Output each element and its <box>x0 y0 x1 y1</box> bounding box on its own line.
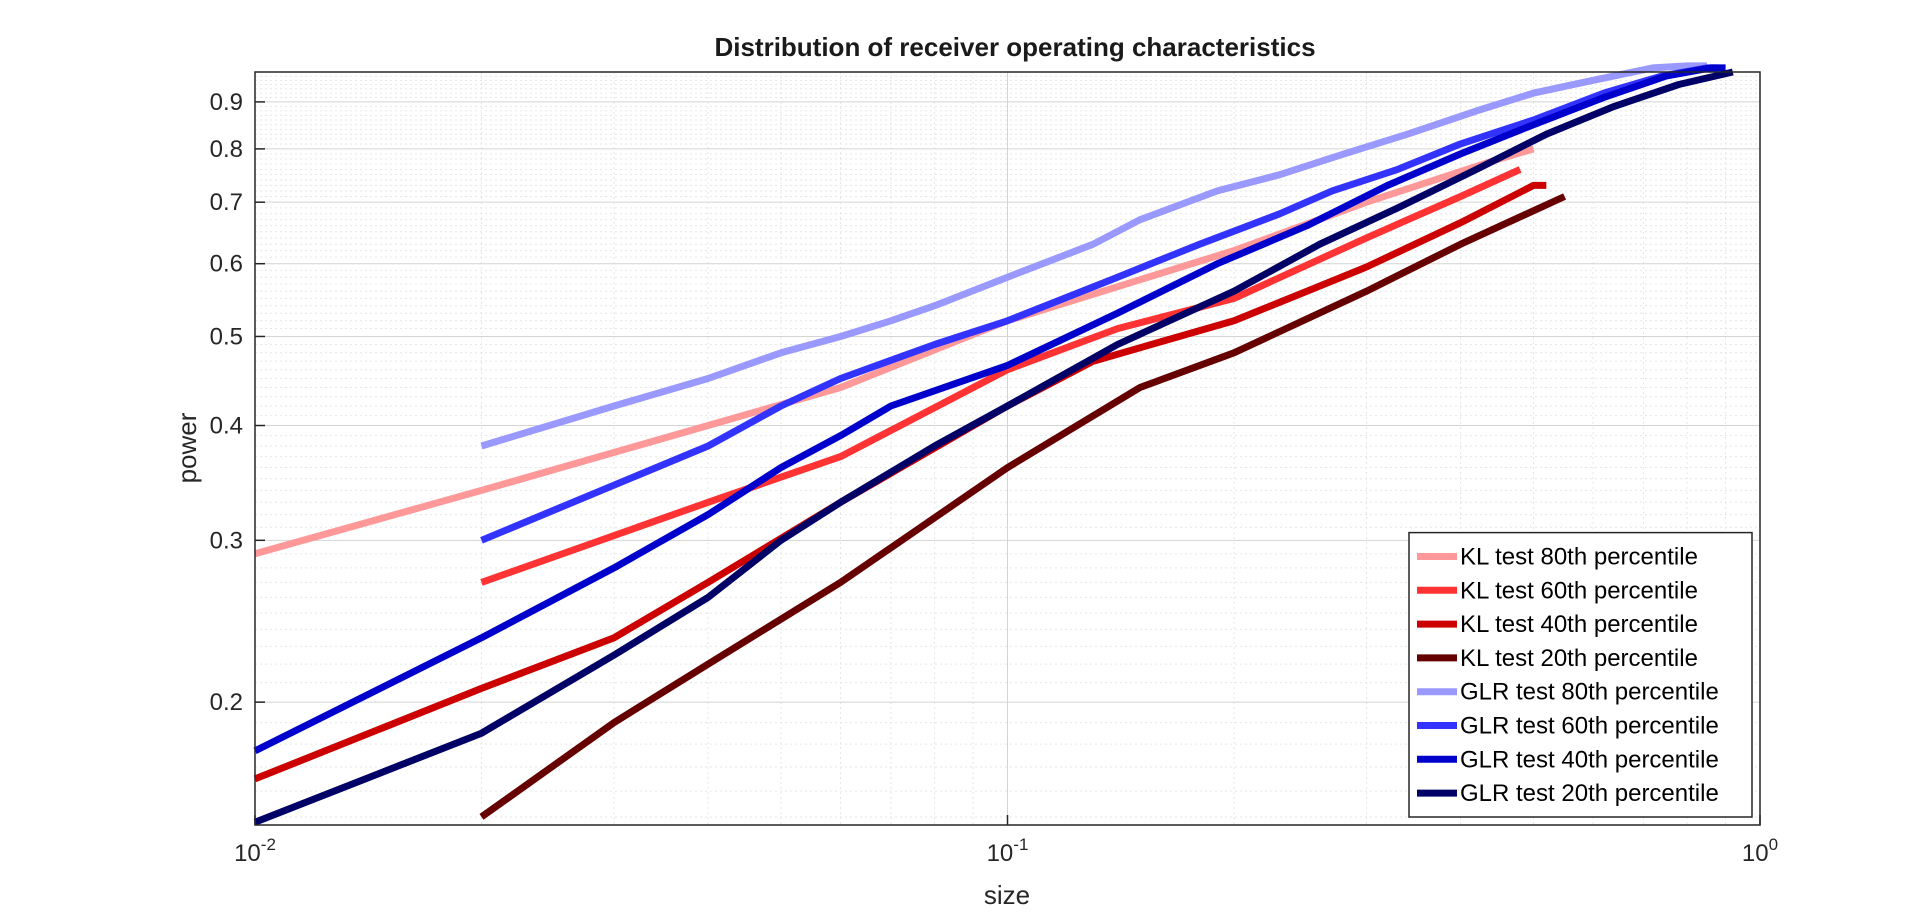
series-line-5 <box>480 62 1707 450</box>
legend-box <box>1408 531 1753 818</box>
x-axis-label: size <box>984 880 1030 910</box>
legend: KL test 80th percentile KL test 60th perc… <box>1408 531 1753 818</box>
grid <box>254 71 1760 825</box>
series-line-7 <box>253 64 1726 755</box>
axis-ticks: 10-2 10-1 100 0.2 0.3 0.4 0.5 0.6 0.7 0.8 0.9 <box>210 89 1778 867</box>
legend-label: GLR test 40th percentile <box>1460 746 1719 773</box>
y-tick-label: 0.2 <box>210 689 243 716</box>
legend-label: KL test 80th percentile <box>1460 544 1698 571</box>
y-tick-label: 0.3 <box>210 527 243 554</box>
y-tick-label: 0.4 <box>210 413 243 440</box>
x-tick-label: 100 <box>1742 835 1778 867</box>
legend-label: GLR test 80th percentile <box>1460 679 1719 706</box>
series-line-4 <box>479 193 1567 820</box>
chart-title: Distribution of receiver operating chara… <box>714 32 1315 62</box>
y-tick-label: 0.6 <box>210 251 243 278</box>
y-tick-label: 0.7 <box>210 189 243 216</box>
legend-label: KL test 20th percentile <box>1460 645 1698 672</box>
series-line-8 <box>253 68 1734 826</box>
y-tick-label: 0.5 <box>210 323 243 350</box>
x-tick-label: 10-2 <box>234 835 276 867</box>
legend-label: GLR test 20th percentile <box>1460 780 1719 807</box>
x-tick-label: 10-1 <box>987 835 1029 867</box>
series-lines <box>253 62 1734 826</box>
legend-label: KL test 60th percentile <box>1460 577 1698 604</box>
y-axis-label: power <box>172 412 202 483</box>
y-tick-label: 0.9 <box>210 89 243 116</box>
y-tick-label: 0.8 <box>210 136 243 163</box>
legend-label: KL test 40th percentile <box>1460 611 1698 638</box>
legend-label: GLR test 60th percentile <box>1460 713 1719 740</box>
